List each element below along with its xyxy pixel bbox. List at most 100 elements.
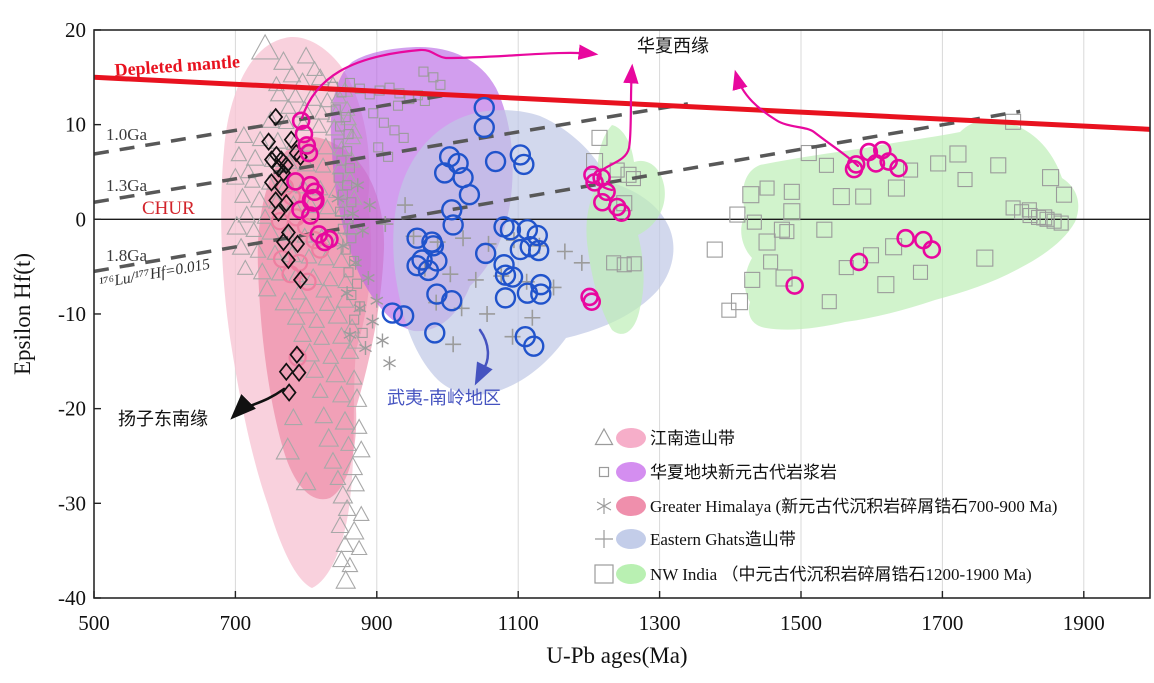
diamond-marker — [278, 155, 294, 175]
yangtze-arrow — [230, 387, 286, 420]
diamond-marker — [278, 362, 294, 382]
smallsquare-marker — [343, 267, 354, 278]
diamond-marker — [278, 193, 294, 213]
bigsquare-marker — [609, 162, 625, 178]
bigsquare-marker — [1053, 215, 1069, 231]
diamond-marker — [275, 232, 291, 252]
bigsquare-marker — [1005, 200, 1021, 216]
plus-marker — [573, 254, 590, 271]
bigsquare-marker — [885, 238, 903, 256]
circle-marker — [922, 240, 942, 259]
plus-marker — [467, 271, 484, 288]
triangle-marker — [322, 348, 340, 364]
asterisk-marker — [359, 341, 372, 356]
bigsquare-marker — [877, 276, 895, 294]
triangle-marker — [347, 333, 365, 349]
legend-swatch-0 — [616, 428, 646, 448]
circle-marker — [849, 252, 869, 272]
bigsquare-marker — [903, 162, 919, 178]
circle-marker — [866, 154, 886, 173]
triangle-marker — [330, 515, 350, 534]
asterisk-marker — [336, 238, 350, 253]
plus-marker — [377, 216, 394, 233]
triangle-marker — [314, 406, 334, 424]
triangle-marker — [225, 167, 245, 185]
asterisk-marker — [366, 314, 379, 329]
triangle-marker — [261, 222, 281, 240]
smallsquare-marker — [340, 244, 351, 255]
triangle-marker — [256, 208, 274, 224]
smallsquare-marker — [378, 117, 389, 128]
diamond-marker — [291, 363, 307, 383]
bigsquare-marker — [1055, 186, 1073, 203]
circle-marker — [422, 235, 445, 257]
triangle-marker — [285, 134, 303, 150]
diamond-marker — [273, 177, 289, 197]
y-tick-label-0: 0 — [76, 207, 87, 231]
legend-swatch-1 — [616, 462, 646, 482]
legend-item-4: NW India （中元古代沉积岩碎屑锆石1200-1900 Ma) — [594, 564, 1032, 584]
asterisk-marker — [346, 206, 360, 221]
x-tick-label-1300: 1300 — [639, 611, 681, 635]
diamond-marker — [271, 203, 287, 223]
triangle-marker — [338, 100, 356, 116]
diamond-marker — [261, 132, 277, 152]
triangle-marker — [296, 46, 316, 64]
triangle-marker — [294, 115, 312, 131]
triangle-marker — [234, 125, 254, 144]
smallsquare-marker — [340, 112, 351, 123]
smallsquare-marker — [435, 79, 446, 90]
bigsquare-marker — [1042, 169, 1060, 187]
triangle-marker — [249, 242, 267, 258]
legend-swatch-3 — [616, 529, 646, 549]
bigsquare-marker — [821, 294, 837, 310]
bigsquare-marker — [816, 221, 833, 238]
circle-marker — [526, 224, 548, 247]
nw-india-squares — [586, 113, 1073, 318]
asterisk-marker — [596, 498, 612, 514]
huaxia-west-arrow-1 — [300, 44, 599, 120]
smallsquare-marker — [344, 163, 355, 174]
circle-marker — [320, 229, 339, 249]
y-tick-label--40: -40 — [58, 586, 86, 610]
circle-marker — [272, 249, 292, 269]
smallsquare-marker — [333, 172, 344, 183]
triangle-marker — [335, 569, 357, 589]
triangle-marker — [233, 187, 252, 203]
triangle-marker — [342, 456, 364, 476]
circle-marker — [289, 253, 309, 272]
asterisk-marker — [351, 178, 365, 193]
triangle-marker — [257, 279, 277, 297]
x-tick-label-900: 900 — [361, 611, 393, 635]
diamond-marker — [290, 234, 306, 254]
legend-swatch-2 — [616, 496, 646, 516]
triangle-marker — [350, 539, 368, 556]
smallsquare-marker — [342, 146, 353, 157]
triangle-marker — [346, 388, 368, 407]
y-tick-label-10: 10 — [65, 113, 86, 137]
plus-marker — [504, 328, 521, 345]
triangle-marker — [303, 267, 323, 286]
triangle-marker — [332, 484, 354, 504]
circle-marker — [381, 302, 404, 324]
triangle-marker — [300, 248, 318, 264]
bigsquare-marker — [990, 157, 1007, 174]
bigsquare-marker — [620, 166, 637, 183]
asterisk-marker — [376, 333, 389, 348]
smallsquare-marker — [346, 233, 357, 244]
plus-marker — [595, 530, 613, 548]
y-tick-label-20: 20 — [65, 18, 86, 42]
triangle-marker — [226, 215, 248, 235]
triangle-marker — [345, 123, 363, 139]
huaxia-west-arrow-3 — [732, 69, 860, 168]
diamond-marker — [292, 270, 308, 290]
diamond-marker — [263, 173, 279, 192]
legend-label-2: Greater Himalaya (新元古代沉积岩碎屑锆石700-900 Ma) — [650, 497, 1057, 516]
smallsquare-marker — [333, 138, 344, 149]
smallsquare-marker — [392, 100, 404, 111]
wuyi-nanling-blue-circles — [381, 96, 552, 357]
triangle-marker — [283, 407, 303, 426]
bigsquare-marker — [779, 224, 795, 240]
plus-marker — [445, 336, 462, 353]
triangle-marker — [274, 291, 296, 311]
